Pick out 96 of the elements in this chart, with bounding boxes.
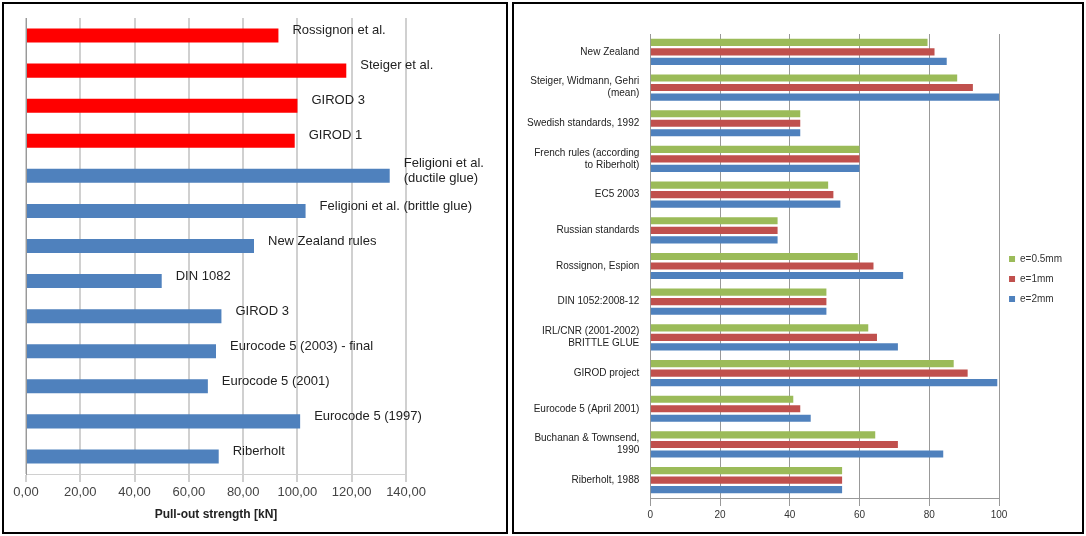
bar — [650, 476, 843, 484]
y-tick-label: Eurocode 5 (2001) — [221, 372, 330, 388]
y-tick-label: IRL/CNR (2001-2002) BRITTLE GLUE — [542, 325, 640, 349]
bar — [650, 369, 968, 377]
bar — [27, 379, 208, 394]
bar — [650, 38, 928, 46]
x-tick-label: 60 — [853, 508, 866, 520]
bar — [650, 129, 801, 137]
y-tick-label: GIROD 3 — [311, 92, 365, 108]
bar — [650, 262, 874, 270]
bar — [27, 63, 347, 78]
y-tick-label: Feligioni et al. (brittle glue) — [319, 197, 473, 213]
y-tick-label: Eurocode 5 (April 2001) — [533, 402, 640, 414]
bar — [650, 145, 860, 153]
y-tick-label: Steiger et al. — [360, 57, 434, 73]
bar — [650, 48, 935, 56]
y-tick-label: French rules (according to Riberholt) — [534, 146, 640, 170]
x-tick-label: 40 — [784, 508, 796, 520]
bar — [27, 274, 162, 289]
y-tick-label: EC5 2003 — [594, 188, 640, 200]
y-tick-label: New Zealand rules — [268, 232, 377, 248]
legend-label: e=1mm — [1020, 272, 1054, 284]
bar — [650, 298, 827, 306]
y-tick-label: Eurocode 5 (2003) - final — [230, 337, 374, 353]
bar — [650, 57, 947, 65]
y-tick-label: New Zealand — [580, 45, 640, 57]
bar — [650, 379, 998, 387]
bar — [650, 155, 860, 163]
bar — [650, 288, 827, 296]
bar — [650, 324, 869, 332]
bar — [650, 405, 801, 413]
bar — [650, 83, 973, 92]
x-tick-label: 100,00 — [277, 484, 318, 500]
x-tick-label: 20,00 — [64, 484, 97, 500]
bar — [650, 226, 778, 234]
bar — [650, 431, 876, 439]
y-tick-label: Riberholt — [232, 443, 286, 459]
bar — [650, 93, 1000, 101]
y-tick-label: Rossignon, Espion — [555, 259, 640, 271]
y-tick-label: GIROD 1 — [308, 127, 363, 143]
y-tick-label: Steiger, Widmann, Gehri (mean) — [530, 75, 640, 99]
bar — [650, 467, 843, 475]
y-tick-label: Buchanan & Townsend, 1990 — [534, 432, 640, 456]
bar — [650, 343, 898, 351]
y-tick-label: GIROD 3 — [235, 302, 289, 318]
bar — [27, 203, 306, 218]
bar — [27, 449, 219, 464]
bar — [27, 133, 295, 148]
x-tick-label: 140,00 — [386, 484, 426, 500]
bar — [27, 414, 301, 429]
y-tick-label: Eurocode 5 (1997) — [314, 407, 422, 423]
bar — [650, 486, 843, 494]
legend-label: e=2mm — [1020, 292, 1054, 304]
bar — [27, 238, 254, 254]
x-tick-label: 60,00 — [172, 484, 206, 500]
y-tick-label: GIROD project — [573, 366, 640, 378]
bar — [650, 200, 841, 208]
bar — [650, 359, 954, 368]
x-tick-label: 80 — [923, 508, 936, 520]
bar — [650, 395, 794, 403]
bar — [27, 98, 298, 113]
bar — [650, 450, 944, 458]
bar — [27, 168, 390, 183]
x-tick-label: 120,00 — [331, 484, 372, 500]
x-tick-label: 0 — [647, 508, 654, 520]
legend-label: e=0.5mm — [1020, 252, 1063, 264]
bar — [650, 307, 827, 315]
y-tick-label: DIN 1082 — [175, 267, 231, 283]
x-tick-label: 20 — [714, 508, 727, 520]
bar — [650, 252, 858, 261]
y-tick-label: Rossignon et al. — [292, 22, 386, 38]
x-axis-title: Pull-out strength [kN] — [154, 507, 278, 522]
bar — [650, 181, 829, 189]
bar — [27, 28, 279, 43]
bar — [650, 271, 904, 280]
y-tick-label: Russian standards — [556, 224, 640, 236]
bar — [650, 110, 801, 118]
bar — [27, 309, 222, 324]
bar — [650, 74, 958, 82]
bar — [650, 440, 898, 449]
bar — [650, 164, 860, 173]
x-tick-label: 40,00 — [118, 484, 151, 500]
bar — [27, 344, 216, 359]
y-tick-label: Swedish standards, 1992 — [527, 116, 640, 128]
bar — [650, 236, 778, 244]
bar — [650, 333, 877, 341]
y-tick-label: Feligioni et al. (ductile glue) — [403, 154, 484, 185]
bar — [650, 119, 801, 127]
y-tick-label: Riberholt, 1988 — [571, 473, 640, 485]
bar — [650, 191, 834, 199]
x-tick-label: 0,00 — [13, 484, 39, 500]
bar — [650, 414, 811, 422]
x-tick-label: 100 — [990, 508, 1008, 520]
bar — [650, 217, 778, 225]
y-tick-label: DIN 1052:2008-12 — [557, 295, 640, 307]
x-tick-label: 80,00 — [226, 484, 260, 500]
